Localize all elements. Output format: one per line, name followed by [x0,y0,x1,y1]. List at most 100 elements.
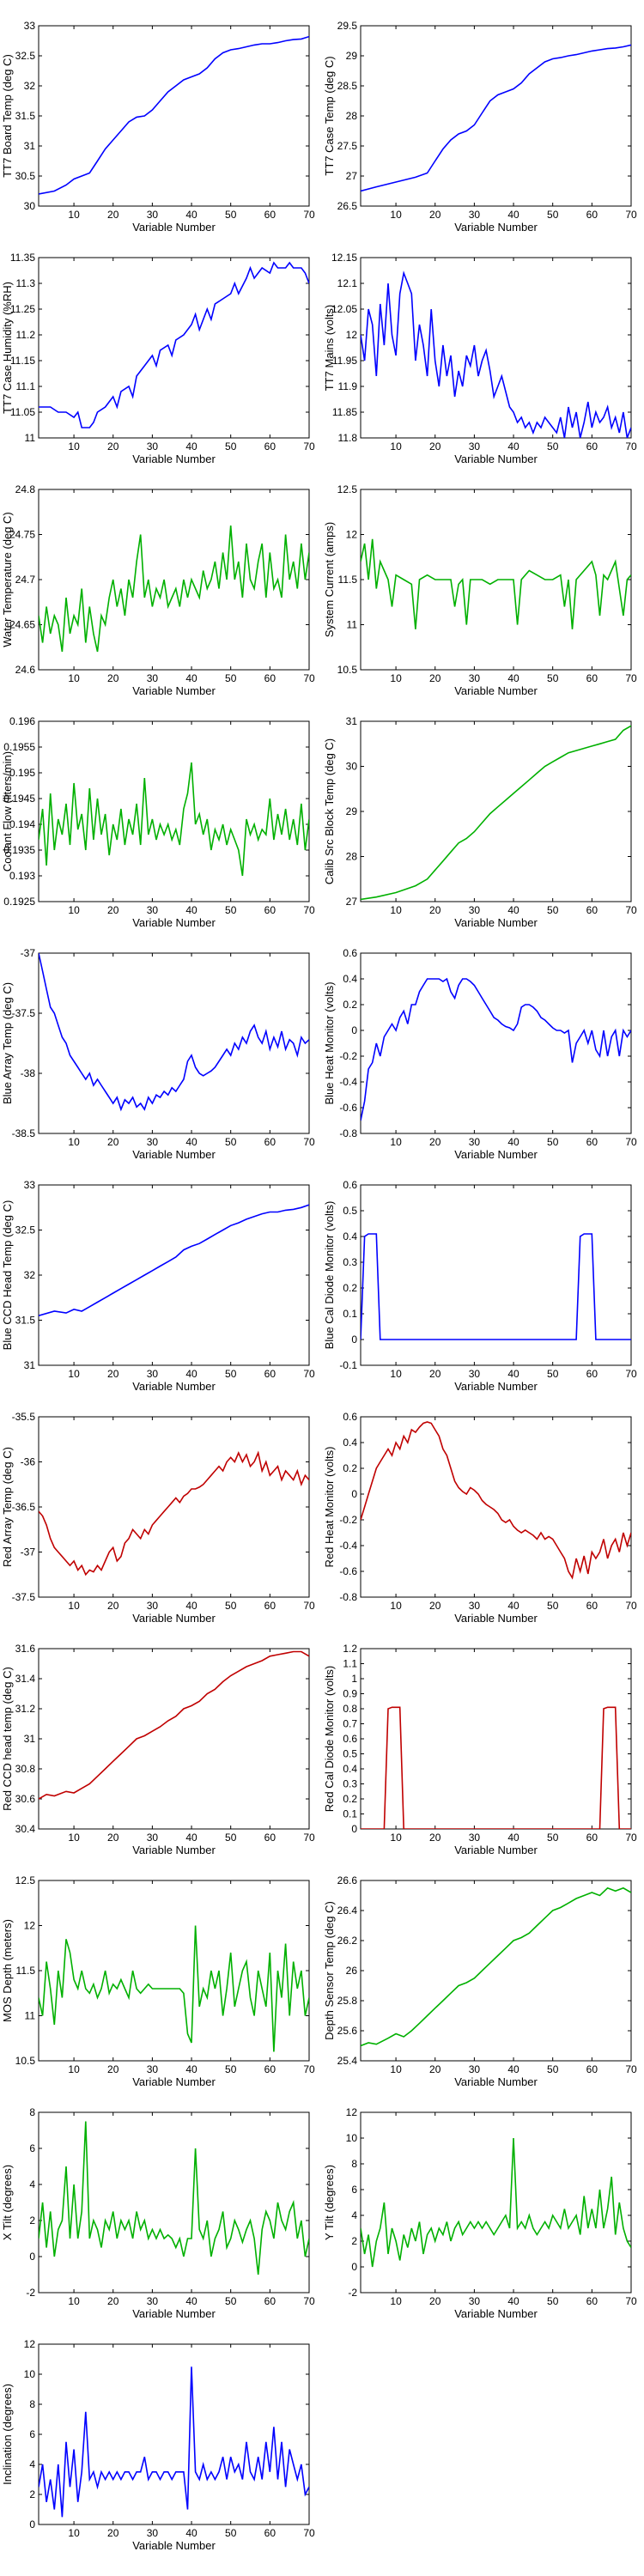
y-tick-label: 0.5 [343,1748,357,1760]
line-chart: 10 20 30 40 50 60 70 25.4 25.6 25.8 26 26.2 26.4 26.6… [323,1874,637,2088]
x-tick-label: 30 [147,440,159,453]
x-tick-label: 10 [390,1832,402,1844]
y-tick-label: 0.4 [343,1437,357,1449]
chart-panel: 10 20 30 40 50 60 70 25.4 25.6 25.8 26 26.2 26.4 26.6… [322,1855,644,2088]
x-tick-label: 30 [469,1600,481,1612]
x-tick-label: 50 [225,904,237,916]
y-tick-label: 11.8 [338,432,358,444]
y-tick-label: 31 [24,1359,36,1371]
y-tick-label: -0.2 [339,1050,357,1062]
plot-frame [38,1880,310,2062]
x-tick-label: 30 [469,2063,481,2075]
x-tick-label: 70 [303,2295,315,2307]
y-tick-label: -0.1 [339,1359,357,1371]
y-tick-label: 0.6 [343,1179,357,1191]
series-line [361,2137,631,2268]
x-tick-label: 50 [225,209,237,221]
x-axis-label: Variable Number [132,453,216,465]
y-tick-label: 0.9 [343,1688,357,1700]
series-line [39,1925,309,2052]
y-tick-label: 25.4 [337,2055,358,2067]
series-line [361,725,631,901]
x-tick-label: 20 [107,904,119,916]
y-tick-label: 26 [346,1965,358,1977]
y-tick-label: 32.5 [15,50,36,62]
x-axis-label: Variable Number [132,1380,216,1393]
y-tick-label: 25.8 [337,1995,358,2007]
line-chart: 10 20 30 40 50 60 70 10.5 11 11.5 12 12.5 Variable N… [323,483,637,697]
x-tick-label: 10 [390,2295,402,2307]
series-line [39,2366,309,2518]
line-chart: 10 20 30 40 50 60 70 -2 0 2 4 6 8 10 12 Variable Number… [323,2106,637,2320]
chart-panel: 10 20 30 40 50 60 70 -38.5 -38 -37.5 -37 Variable N… [0,927,322,1161]
chart-panel: 10 20 30 40 50 60 70 -2 0 2 4 6 8 10 12 Variable Number… [322,2087,644,2320]
y-tick-label: 10 [24,2368,36,2380]
x-axis-label: Variable Number [454,221,538,234]
x-tick-label: 60 [586,209,598,221]
x-axis-label: Variable Number [132,221,216,234]
x-tick-label: 60 [264,209,276,221]
chart-panel: 10 20 30 40 50 60 70 0 2 4 6 8 10 12 Variable Number In… [0,2318,322,2552]
x-tick-label: 60 [264,2295,276,2307]
y-tick-label: 8 [351,2158,357,2170]
y-tick-label: 12 [346,529,358,541]
x-tick-label: 70 [303,1136,315,1148]
y-tick-label: 11.35 [10,252,35,264]
x-tick-label: 10 [68,1136,80,1148]
y-tick-label: -36.5 [12,1501,36,1513]
x-tick-label: 10 [390,440,402,453]
series-line [361,270,631,438]
series-line [361,538,631,629]
y-axis-label: Depth Sensor Temp (deg C) [323,1901,336,2040]
plot-frame [38,2343,310,2525]
line-chart: 10 20 30 40 50 60 70 27 28 29 30 31 Variable Number C… [323,715,637,929]
y-tick-label: 1.1 [343,1658,357,1670]
x-axis-label: Variable Number [454,1612,538,1625]
y-tick-label: -35.5 [12,1411,36,1423]
line-chart: 10 20 30 40 50 60 70 30.4 30.6 30.8 31 31.2 31.4 31.6… [1,1643,315,1856]
y-tick-label: 12.05 [331,303,357,315]
y-tick-label: 11 [347,619,358,631]
x-tick-label: 60 [586,904,598,916]
x-tick-label: 60 [264,1600,276,1612]
y-tick-label: -0.4 [339,1540,357,1552]
y-tick-label: 28 [346,110,358,122]
x-axis-label: Variable Number [132,916,216,929]
y-tick-label: 33 [24,1179,36,1191]
x-tick-label: 60 [586,672,598,684]
y-tick-label: 6 [29,2142,35,2154]
x-tick-label: 40 [185,2527,197,2539]
chart-panel: 10 20 30 40 50 60 70 26.5 27 27.5 28 28.5 29 29.5 Vari… [322,0,644,234]
series-line [39,35,309,195]
x-tick-label: 20 [107,672,119,684]
y-tick-label: 0.2 [343,1793,357,1805]
plot-frame [38,25,310,207]
x-tick-label: 40 [185,1832,197,1844]
x-axis-label: Variable Number [454,453,538,465]
x-tick-label: 60 [586,1600,598,1612]
chart-panel: 10 20 30 40 50 60 70 10.5 11 11.5 12 12.5 Variable N… [322,464,644,697]
line-chart: 10 20 30 40 50 60 70 30 30.5 31 31.5 32 32.5 33 Variab… [1,20,315,234]
x-tick-label: 70 [625,440,637,453]
y-tick-label: 11.95 [332,355,357,367]
series-line [361,1421,631,1580]
chart-panel: 10 20 30 40 50 60 70 -2 0 2 4 6 8 Variable Number X Ti… [0,2087,322,2320]
y-tick-label: 0.2 [343,1282,357,1294]
x-tick-label: 20 [429,1600,441,1612]
y-tick-label: 0 [351,1488,357,1500]
series-line [361,44,631,192]
y-tick-label: 30 [24,200,36,212]
line-chart: 10 20 30 40 50 60 70 -0.8 -0.6 -0.4 -0.2 0 0.2 0.4 0.6… [323,947,637,1161]
y-axis-label: Blue Cal Diode Monitor (volts) [323,1201,336,1350]
y-axis-label: MOS Depth (meters) [1,1919,14,2022]
x-tick-label: 40 [185,1368,197,1380]
x-tick-label: 10 [390,904,402,916]
x-tick-label: 70 [625,2295,637,2307]
line-chart: 10 20 30 40 50 60 70 0.1925 0.193 0.1935 0.194 0.19… [1,715,315,929]
series-line [39,2121,309,2275]
x-tick-label: 50 [225,2527,237,2539]
y-tick-label: 6 [29,2428,35,2440]
plot-frame [38,720,310,902]
y-tick-label: 6 [351,2184,357,2196]
x-tick-label: 50 [225,1832,237,1844]
